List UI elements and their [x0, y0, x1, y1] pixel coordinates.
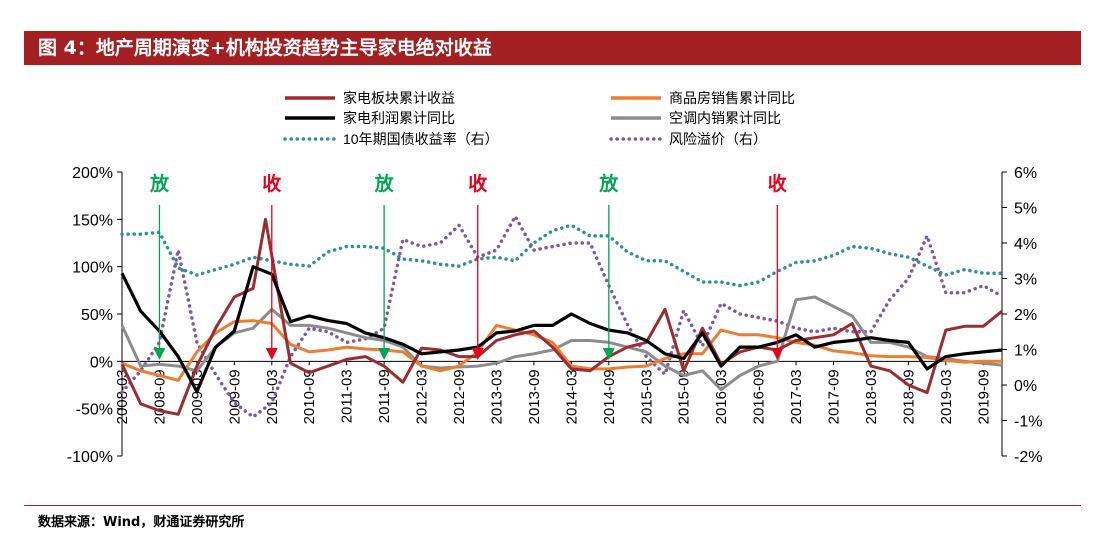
footer-divider — [24, 505, 1081, 506]
x-axis-tick-label: 2019-03 — [938, 369, 955, 424]
data-source: 数据来源：Wind，财通证券研究所 — [38, 515, 245, 530]
legend-label: 家电板块累计收益 — [343, 90, 455, 106]
right-axis-tick-label: 6% — [1014, 165, 1037, 182]
right-axis-tick-label: 0% — [1014, 378, 1037, 395]
left-axis-tick-label: 100% — [72, 260, 113, 277]
x-axis-tick-label: 2009-09 — [226, 369, 243, 424]
right-axis-tick-label: 3% — [1014, 272, 1037, 289]
series-line-2 — [120, 265, 1003, 394]
legend-label: 商品房销售累计同比 — [669, 90, 795, 106]
series-line-5 — [120, 214, 1004, 419]
x-axis-tick-label: 2013-09 — [526, 369, 543, 424]
annotation-label: 收 — [262, 172, 281, 195]
legend-label: 10年期国债收益率（右） — [343, 131, 499, 147]
chart-series — [120, 214, 1004, 419]
x-axis-tick-label: 2015-09 — [676, 369, 693, 424]
x-axis-tick-label: 2012-09 — [451, 369, 468, 424]
chart-title: 图 4：地产周期演变+机构投资趋势主导家电绝对收益 — [24, 31, 1081, 65]
x-axis-tick-label: 2012-03 — [414, 369, 431, 424]
chart-annotations: 放收放收放收 — [149, 172, 787, 360]
x-axis-tick-label: 2018-09 — [900, 369, 917, 424]
annotation-label: 放 — [374, 172, 395, 195]
annotation-arrow — [771, 348, 784, 360]
x-axis-tick-label: 2019-09 — [975, 369, 992, 424]
left-axis-tick-label: 0% — [90, 354, 113, 371]
annotation-label: 收 — [468, 172, 487, 195]
legend-label: 空调内销累计同比 — [669, 110, 781, 126]
x-axis-tick-label: 2017-03 — [788, 369, 805, 424]
series-line-0 — [120, 217, 1003, 416]
right-axis-tick-label: 5% — [1014, 201, 1037, 218]
chart-axes: -100% -50% 0% 50% 100% 150% 200% -2% -1% 0% 1% 2% 3%… — [67, 165, 1043, 466]
x-axis-tick-label: 2013-03 — [488, 369, 505, 424]
right-axis-tick-label: -2% — [1014, 449, 1042, 466]
annotation-arrow — [602, 348, 615, 360]
annotation-label: 放 — [149, 172, 170, 195]
left-axis-tick-label: 200% — [72, 165, 113, 182]
legend-label: 风险溢价（右） — [669, 131, 767, 147]
left-axis-tick-label: -50% — [76, 402, 113, 419]
annotation-label: 收 — [768, 172, 787, 195]
left-axis-tick-label: -100% — [67, 449, 113, 466]
series-line-4 — [120, 223, 1004, 288]
x-axis-tick-label: 2008-03 — [114, 369, 131, 424]
x-axis-tick-label: 2016-09 — [751, 369, 768, 424]
annotation-arrow — [265, 348, 278, 360]
annotation-label: 放 — [598, 172, 619, 195]
x-axis-tick-label: 2018-03 — [863, 369, 880, 424]
series-line-1 — [121, 319, 1002, 382]
left-axis-tick-label: 150% — [72, 212, 113, 229]
x-axis-tick-label: 2010-03 — [264, 369, 281, 424]
legend-label: 家电利润累计同比 — [343, 110, 455, 126]
x-axis-tick-label: 2011-03 — [339, 369, 356, 423]
x-axis-tick-label: 2014-09 — [601, 369, 618, 424]
x-axis-tick-label: 2017-09 — [825, 369, 842, 424]
x-axis-tick-label: 2014-03 — [563, 369, 580, 424]
annotation-arrow — [153, 348, 166, 360]
annotation-arrow — [471, 348, 484, 360]
x-axis-tick-label: 2016-03 — [713, 369, 730, 424]
x-axis-tick-label: 2010-09 — [301, 369, 318, 424]
right-axis-tick-label: 4% — [1014, 236, 1037, 253]
right-axis-tick-label: 1% — [1014, 343, 1037, 360]
right-axis-tick-label: -1% — [1014, 414, 1042, 431]
left-axis-tick-label: 50% — [81, 307, 113, 324]
series-line-3 — [120, 295, 1003, 392]
x-axis-tick-label: 2011-09 — [376, 369, 393, 423]
annotation-arrow — [378, 348, 391, 360]
right-axis-tick-label: 2% — [1014, 307, 1037, 324]
x-axis-tick-label: 2015-03 — [638, 369, 655, 424]
